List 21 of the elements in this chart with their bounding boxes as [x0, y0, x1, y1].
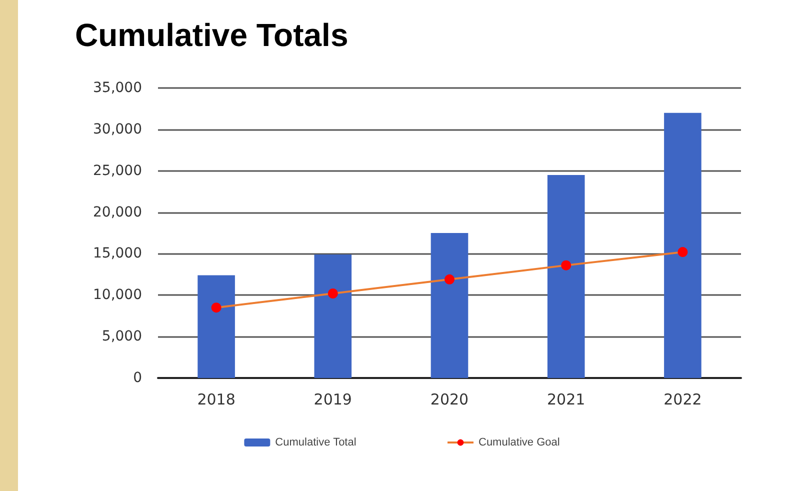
bar [430, 233, 468, 378]
bar [547, 175, 585, 378]
y-tick-label: 10,000 [93, 287, 142, 304]
legend-label: Cumulative Goal [478, 436, 560, 448]
legend-label: Cumulative Total [275, 436, 356, 448]
y-tick-label: 30,000 [93, 121, 142, 138]
bar [314, 254, 352, 378]
x-tick-label: 2022 [664, 390, 702, 408]
chart-title: Cumulative Totals [75, 17, 348, 53]
bar [198, 275, 235, 378]
y-tick-label: 25,000 [93, 162, 142, 179]
y-tick-label: 15,000 [93, 246, 142, 262]
x-tick-label: 2020 [430, 390, 469, 408]
x-tick-label: 2018 [197, 390, 236, 408]
y-tick-label: 35,000 [93, 80, 142, 96]
bar [664, 112, 702, 378]
x-tick-label: 2019 [314, 390, 352, 408]
y-tick-label: 20,000 [93, 204, 142, 220]
y-tick-label: 5,000 [102, 328, 142, 345]
y-tick-label: 0 [133, 370, 142, 386]
x-tick-label: 2021 [547, 390, 586, 408]
